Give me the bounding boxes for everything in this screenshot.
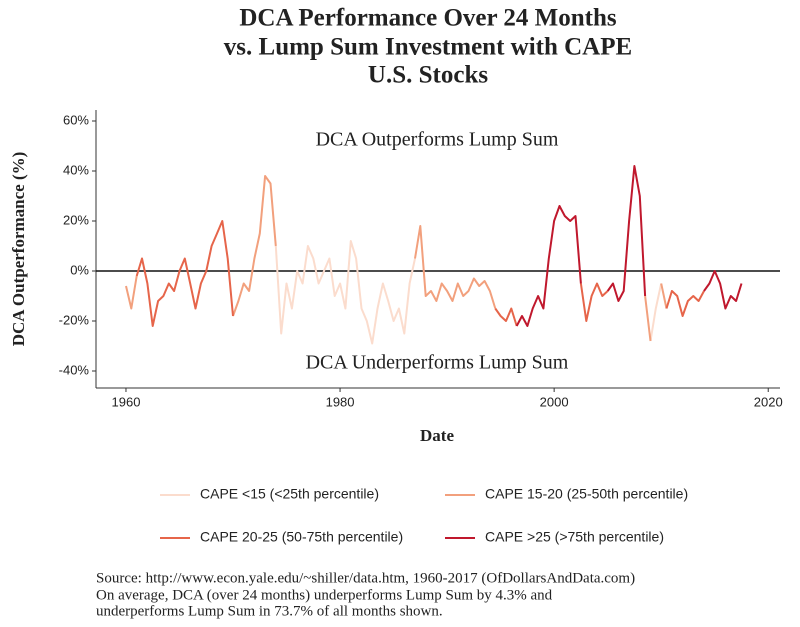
series-line [274, 240, 663, 345]
x-tick-label: 1960 [112, 394, 141, 409]
x-tick-label: 2020 [754, 394, 783, 409]
y-tick-label: 40% [63, 162, 89, 177]
annotation: DCA Underperforms Lump Sum [306, 352, 569, 374]
x-axis-label: Date [420, 426, 454, 445]
annotation: DCA Outperforms Lump Sum [316, 129, 559, 151]
source-note: On average, DCA (over 24 months) underpe… [96, 587, 553, 603]
chart-title: vs. Lump Sum Investment with CAPE [224, 34, 632, 61]
legend-label: CAPE >25 (>75th percentile) [485, 529, 664, 545]
x-tick-label: 1980 [326, 394, 355, 409]
series-line [135, 220, 705, 327]
source-note: underperforms Lump Sum in 73.7% of all m… [96, 603, 443, 619]
series-line [125, 175, 668, 342]
y-tick-label: -20% [59, 312, 90, 327]
y-axis-label: DCA Outperformance (%) [9, 152, 28, 347]
legend-label: CAPE <15 (<25th percentile) [200, 486, 379, 502]
series-line [515, 165, 743, 327]
y-tick-label: 0% [70, 262, 89, 277]
legend-label: CAPE 20-25 (50-75th percentile) [200, 529, 403, 545]
y-tick-label: 20% [63, 212, 89, 227]
y-tick-label: -40% [59, 362, 90, 377]
chart-title: DCA Performance Over 24 Months [239, 5, 617, 32]
chart-title: U.S. Stocks [368, 62, 488, 89]
y-tick-label: 60% [63, 112, 89, 127]
legend-label: CAPE 15-20 (25-50th percentile) [485, 486, 688, 502]
source-note: Source: http://www.econ.yale.edu/~shille… [96, 570, 635, 586]
x-tick-label: 2000 [540, 394, 569, 409]
